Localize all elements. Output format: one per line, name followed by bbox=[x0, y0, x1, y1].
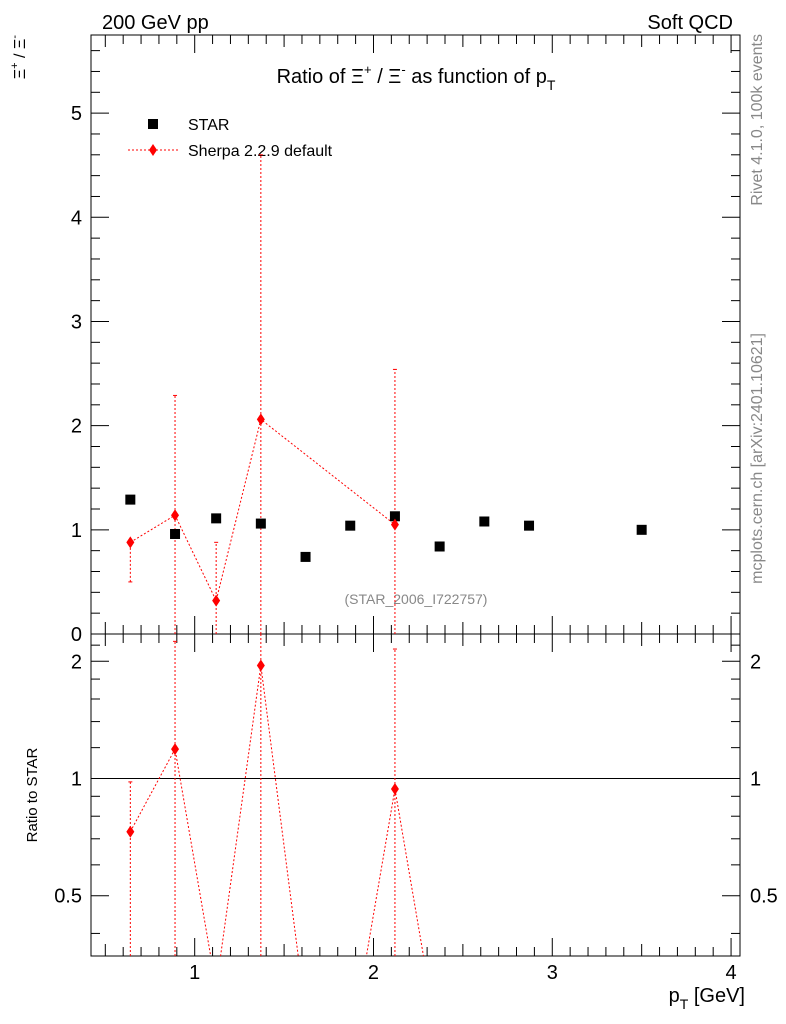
main-y-tick-label: 1 bbox=[71, 520, 82, 542]
ratio-data-point bbox=[256, 659, 265, 672]
star-data-point bbox=[524, 520, 535, 531]
sherpa-data-point bbox=[126, 536, 135, 549]
ratio-y-axis-label: Ratio to STAR bbox=[24, 747, 41, 842]
x-tick-label: 3 bbox=[547, 962, 558, 984]
ratio-y-tick-label-right: 0.5 bbox=[750, 886, 778, 908]
star-data-point bbox=[300, 551, 311, 562]
main-y-axis-label: Ξ+ / Ξ- bbox=[9, 35, 29, 80]
legend-star-label: STAR bbox=[188, 117, 229, 134]
rivet-version-label: Rivet 4.1.0, 100k events bbox=[749, 34, 766, 206]
ratio-data-point bbox=[171, 743, 180, 756]
ratio-data-point bbox=[390, 782, 399, 795]
header-left-label: 200 GeV pp bbox=[102, 12, 209, 34]
ratio-axis-ticks: 1 2 3 4 0.5 0.5 1 1 2 2 bbox=[54, 644, 778, 984]
ratio-y-tick-label-right: 2 bbox=[750, 651, 761, 673]
star-data-point bbox=[479, 516, 490, 527]
main-y-tick-label: 3 bbox=[71, 311, 82, 333]
star-data-point bbox=[255, 518, 266, 529]
ratio-y-tick-label-left: 1 bbox=[71, 768, 82, 790]
legend-sherpa-label: Sherpa 2.2.9 default bbox=[188, 143, 333, 160]
analysis-id-watermark: (STAR_2006_I722757) bbox=[345, 591, 488, 607]
main-axis-ticks: 0 1 2 3 4 5 bbox=[71, 35, 740, 956]
x-tick-label: 1 bbox=[189, 962, 200, 984]
sherpa-data-point bbox=[212, 594, 221, 607]
ratio-panel-frame bbox=[90, 633, 741, 957]
star-data-point bbox=[636, 524, 647, 535]
main-title: Ratio of Ξ+ / Ξ- as function of pT bbox=[277, 62, 556, 93]
ratio-y-tick-label-left: 0.5 bbox=[54, 886, 82, 908]
legend: STAR Sherpa 2.2.9 default bbox=[128, 117, 333, 160]
ratio-plot-marks bbox=[126, 634, 424, 956]
star-data-point bbox=[125, 494, 136, 505]
sherpa-data-point bbox=[171, 509, 180, 522]
legend-sherpa-marker bbox=[149, 144, 157, 156]
star-data-point bbox=[434, 541, 445, 552]
mcplots-label: mcplots.cern.ch [arXiv:2401.10621] bbox=[749, 333, 766, 584]
main-plot-marks bbox=[125, 154, 647, 634]
star-data-point bbox=[389, 511, 400, 522]
star-data-point bbox=[345, 520, 356, 531]
x-tick-label: 4 bbox=[725, 962, 736, 984]
legend-star-marker bbox=[148, 119, 158, 129]
main-y-tick-label: 0 bbox=[71, 624, 82, 646]
header-right-label: Soft QCD bbox=[647, 12, 733, 34]
ratio-y-tick-label-left: 2 bbox=[71, 651, 82, 673]
x-axis-label: pT [GeV] bbox=[669, 985, 745, 1012]
main-y-tick-label: 4 bbox=[71, 207, 82, 229]
main-y-tick-label: 5 bbox=[71, 103, 82, 125]
ratio-y-tick-label-right: 1 bbox=[750, 768, 761, 790]
main-y-tick-label: 2 bbox=[71, 416, 82, 438]
sherpa-series-line bbox=[130, 418, 396, 603]
x-tick-label: 2 bbox=[368, 962, 379, 984]
sherpa-data-point bbox=[256, 413, 265, 426]
sherpa-data-point bbox=[390, 518, 399, 531]
star-data-point bbox=[170, 528, 181, 539]
ratio-series-line bbox=[129, 665, 424, 956]
star-data-point bbox=[211, 513, 222, 524]
ratio-data-point bbox=[126, 825, 135, 838]
